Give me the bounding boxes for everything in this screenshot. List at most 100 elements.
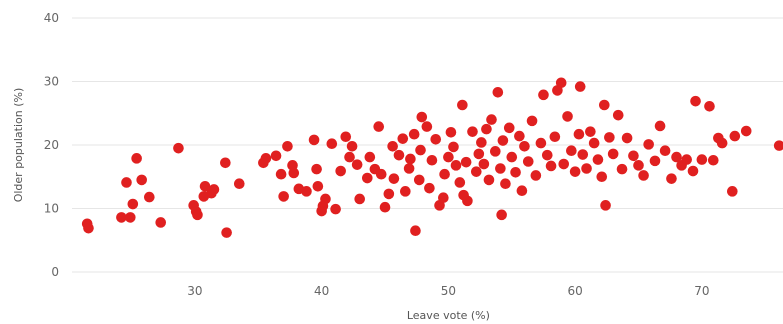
data-point — [585, 126, 596, 137]
data-point — [301, 186, 312, 197]
data-point — [421, 121, 433, 132]
data-point — [397, 133, 409, 144]
data-point — [445, 127, 457, 138]
x-axis-title: Leave vote (%) — [407, 309, 490, 322]
data-point — [716, 137, 728, 149]
data-point — [462, 195, 473, 207]
data-point — [460, 156, 472, 168]
data-point — [621, 132, 633, 144]
data-point — [506, 151, 518, 163]
data-point — [666, 173, 677, 184]
data-point — [481, 123, 492, 135]
data-point — [344, 151, 355, 163]
data-point — [450, 160, 462, 171]
data-point — [690, 95, 701, 107]
data-point — [566, 145, 577, 157]
data-point — [173, 142, 184, 154]
data-point — [308, 134, 320, 146]
data-point — [558, 158, 570, 170]
x-tick-label: 40 — [314, 284, 329, 298]
data-point — [659, 145, 671, 157]
data-point — [535, 137, 547, 149]
data-point — [408, 128, 420, 140]
data-point — [346, 140, 358, 152]
data-point — [439, 168, 450, 180]
data-point — [454, 177, 466, 188]
data-point — [562, 111, 573, 122]
data-point — [124, 212, 136, 223]
data-point — [311, 163, 322, 175]
data-point — [208, 184, 220, 195]
data-point — [340, 131, 352, 143]
data-point — [288, 167, 300, 179]
y-tick-label: 0 — [51, 265, 59, 279]
data-point — [592, 154, 604, 165]
data-point — [598, 99, 610, 111]
data-point — [510, 167, 521, 178]
data-point — [526, 115, 538, 127]
data-point — [400, 186, 411, 197]
data-point — [574, 81, 586, 92]
y-axis-title: Older population (%) — [12, 88, 25, 203]
data-point — [373, 121, 385, 132]
data-point — [628, 150, 639, 162]
y-tick-label: 30 — [44, 75, 59, 89]
data-point — [704, 100, 715, 112]
data-point — [581, 163, 592, 174]
data-point — [638, 170, 649, 181]
data-point — [600, 200, 611, 211]
data-point — [155, 217, 167, 228]
data-point — [317, 200, 329, 212]
data-point — [275, 168, 287, 180]
y-tick-label: 20 — [44, 138, 59, 152]
data-point — [144, 191, 155, 203]
data-point — [541, 149, 553, 161]
tick-labels: 0 10 20 30 40 30 40 50 60 70 — [44, 11, 710, 298]
data-point — [278, 191, 289, 202]
data-point — [495, 163, 506, 174]
data-point — [282, 140, 293, 152]
data-point — [522, 156, 534, 167]
data-point — [516, 185, 528, 197]
data-point — [351, 159, 363, 170]
data-point — [492, 86, 504, 98]
data-point — [643, 139, 654, 150]
data-point — [388, 173, 400, 184]
data-point — [430, 133, 442, 145]
data-point — [478, 158, 490, 170]
data-point — [483, 174, 495, 186]
data-point — [220, 157, 231, 169]
data-point — [330, 203, 341, 215]
data-point — [473, 148, 485, 160]
x-tick-label: 50 — [441, 284, 456, 298]
data-point — [426, 154, 438, 166]
data-point — [335, 165, 346, 177]
data-point — [221, 227, 232, 238]
data-point — [424, 182, 435, 194]
data-point — [383, 188, 395, 200]
data-point — [127, 198, 139, 210]
data-point — [361, 172, 373, 184]
data-point — [375, 168, 387, 180]
data-point — [403, 163, 415, 174]
data-point — [497, 135, 509, 146]
x-tick-label: 30 — [187, 284, 202, 298]
data-point — [199, 180, 211, 192]
data-point — [687, 165, 699, 177]
data-point — [393, 149, 405, 161]
data-point — [364, 151, 376, 163]
data-point — [457, 99, 468, 111]
data-point — [671, 151, 682, 163]
data-point — [573, 128, 585, 140]
data-point — [467, 126, 478, 137]
data-point — [519, 140, 530, 152]
data-point — [596, 171, 608, 183]
data-point — [270, 150, 282, 162]
data-point — [604, 132, 615, 143]
data-point — [577, 149, 589, 160]
data-point — [555, 77, 567, 89]
data-point — [312, 180, 324, 192]
data-point — [681, 154, 692, 165]
data-point — [486, 114, 497, 125]
